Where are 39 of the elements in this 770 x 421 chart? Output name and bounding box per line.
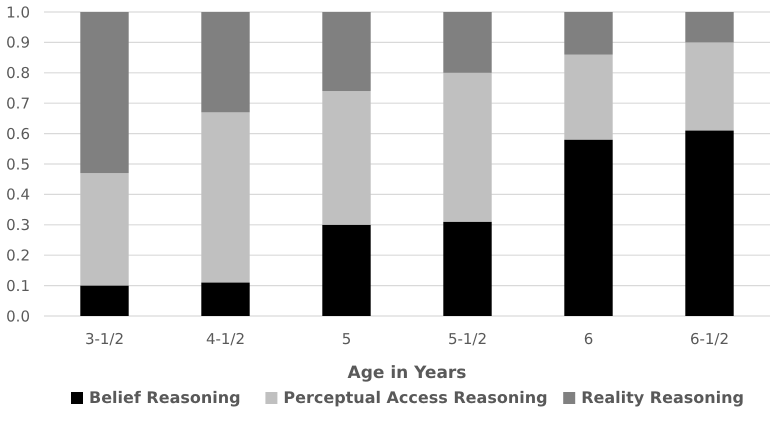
x-tick-label: 4-1/2 [206, 330, 246, 348]
y-tick-label: 1.0 [6, 3, 30, 22]
bar [443, 72, 492, 222]
bar [322, 224, 371, 316]
bar [80, 173, 129, 286]
y-tick-label: 0.9 [6, 34, 30, 52]
bar [564, 140, 613, 316]
bar [685, 42, 734, 131]
x-tick-label: 3-1/2 [84, 330, 124, 348]
y-tick-label: 0.4 [6, 186, 30, 204]
bar [685, 130, 734, 316]
bar [322, 91, 371, 225]
y-tick-label: 0.1 [6, 276, 30, 295]
x-tick-label: 6 [584, 330, 594, 348]
bar [322, 12, 371, 92]
bar [564, 54, 613, 140]
bar [685, 12, 734, 42]
legend-label: Reality Reasoning [581, 388, 744, 407]
legend-label: Belief Reasoning [89, 388, 241, 407]
bar [80, 12, 129, 174]
bar [443, 12, 492, 73]
y-tick-label: 0.8 [6, 64, 30, 82]
bar [564, 12, 613, 55]
y-tick-label: 0.2 [6, 246, 30, 264]
bar [201, 12, 250, 112]
y-tick-label: 0.5 [6, 155, 30, 174]
y-tick-label: 0.7 [6, 94, 30, 112]
y-tick-label: 0.6 [6, 124, 30, 143]
y-tick-label: 0.0 [6, 307, 30, 326]
x-axis-title: Age in Years [348, 363, 466, 383]
x-tick-label: 6-1/2 [690, 330, 730, 348]
y-tick-label: 0.3 [6, 216, 30, 234]
bar [201, 282, 250, 316]
x-tick-label: 5-1/2 [448, 330, 488, 348]
bar [80, 286, 129, 316]
legend-label: Perceptual Access Reasoning [283, 388, 548, 407]
bar [201, 112, 250, 283]
x-tick-label: 5 [342, 330, 352, 348]
bar [443, 222, 492, 316]
